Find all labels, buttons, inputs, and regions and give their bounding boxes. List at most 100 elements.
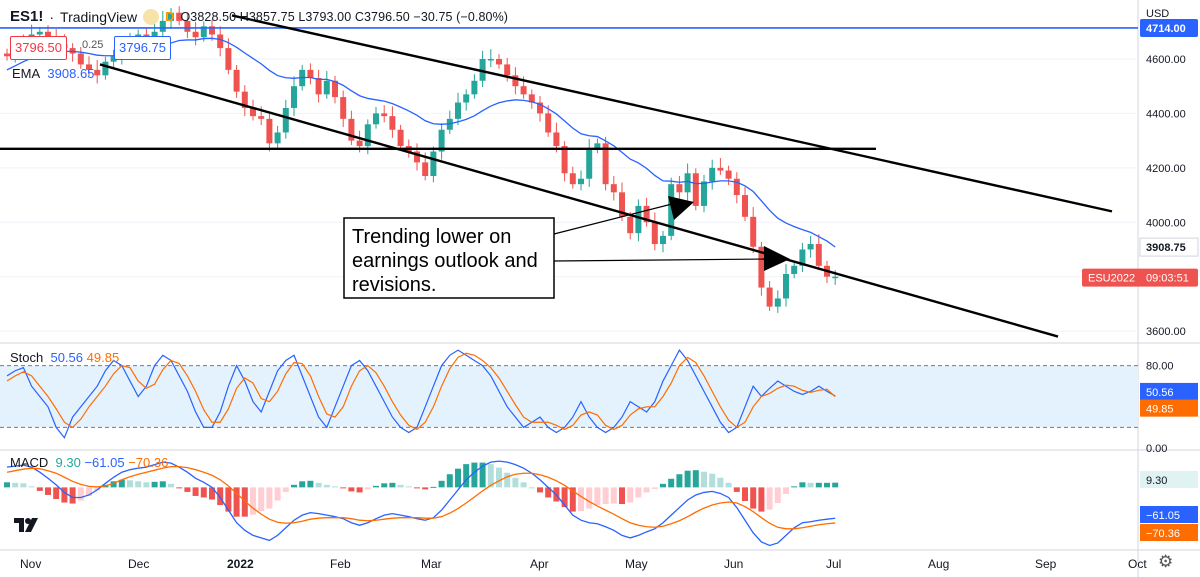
macd-histogram-bar xyxy=(742,487,748,502)
ema-legend[interactable]: EMA 3908.65 xyxy=(12,66,94,81)
macd-histogram-bar xyxy=(783,487,789,494)
candle-body xyxy=(471,80,478,95)
macd-histogram-bar xyxy=(619,487,625,505)
candle-body xyxy=(102,61,109,76)
tradingview-logo-icon[interactable] xyxy=(12,514,42,536)
macd-histogram-bar xyxy=(176,487,183,489)
candle-body xyxy=(36,31,43,35)
macd-histogram-bar xyxy=(225,487,232,512)
candle-body xyxy=(364,124,371,147)
macd-histogram-bar xyxy=(20,483,27,488)
macd-histogram-bar xyxy=(660,483,666,488)
candle-body xyxy=(496,58,502,65)
macd-hist-label: −70.36 xyxy=(1146,528,1180,540)
candle-body xyxy=(651,222,658,245)
time-axis: Nov Dec 2022 Feb Mar Apr May Jun Jul Aug Sep Oct xyxy=(20,557,1147,571)
annotation-pointer-line xyxy=(553,258,769,262)
symbol-header: ES1! · TradingView D O3828.50 H3857.75 L… xyxy=(10,8,508,25)
candle-body xyxy=(94,69,101,76)
macd-histogram-bar xyxy=(36,487,43,491)
stoch-band xyxy=(0,365,1138,428)
annotation-box xyxy=(343,217,555,299)
time-tick-label: Apr xyxy=(530,557,549,571)
ema-polyline xyxy=(6,37,836,248)
price-tick-label: 4000.00 xyxy=(1146,217,1186,229)
macd-histogram-bar xyxy=(258,487,265,512)
annotation-text-line: Trending lower on xyxy=(352,226,511,248)
level-price-tag xyxy=(1140,18,1198,37)
symbol-name[interactable]: ES1! xyxy=(10,8,44,25)
macd-histogram-bar xyxy=(455,468,461,488)
macd-histogram-bar xyxy=(168,483,174,488)
settings-gear-icon[interactable]: ⚙ xyxy=(1158,552,1174,571)
ask-price-box[interactable]: 3796.75 xyxy=(114,36,171,60)
stoch-value-label: 50.56 xyxy=(1146,387,1174,399)
macd-histogram-bar xyxy=(266,487,273,509)
macd-histogram-bar xyxy=(397,484,404,488)
candle-body xyxy=(668,184,675,236)
macd-signal-value: −61.05 xyxy=(84,455,125,470)
macd-histogram-bar xyxy=(405,486,412,488)
macd-value-tag xyxy=(1140,471,1198,488)
macd-histogram-bar xyxy=(143,482,150,488)
source-name: TradingView xyxy=(60,8,138,25)
currency-label[interactable]: USD xyxy=(1146,8,1170,20)
time-tick-label: Oct xyxy=(1128,557,1147,571)
candle-body xyxy=(389,116,396,130)
candle-body xyxy=(315,78,322,95)
bid-price-box[interactable]: 3796.50 xyxy=(10,36,67,60)
macd-histogram-bar xyxy=(323,484,330,488)
stoch-value-tag xyxy=(1140,399,1198,417)
candle-body xyxy=(282,107,289,133)
macd-histogram-bar xyxy=(274,487,281,501)
macd-histogram-bar xyxy=(487,464,494,488)
candle-body xyxy=(274,132,281,144)
candle-body xyxy=(291,86,297,108)
candle-body xyxy=(561,146,568,174)
macd-histogram-bar xyxy=(725,482,732,488)
price-axis: 3600.003800.004000.004200.004400.004600.… xyxy=(1082,18,1199,541)
macd-histogram-bar xyxy=(512,477,519,488)
candle-body xyxy=(643,205,650,223)
candle-body xyxy=(241,91,248,108)
candle-body xyxy=(602,143,609,185)
candle-body xyxy=(373,113,379,125)
macd-value-label: 9.30 xyxy=(1146,475,1167,487)
candle-body xyxy=(610,184,617,193)
macd-histogram-bar xyxy=(545,487,552,498)
candle-body xyxy=(627,216,634,234)
macd-histogram-bar xyxy=(86,487,92,496)
macd-histogram-bar xyxy=(110,481,117,488)
candle-body xyxy=(168,12,174,21)
macd-name: MACD xyxy=(10,455,49,470)
spread-label: 0.25 xyxy=(82,39,104,51)
macd-histogram-bar xyxy=(471,462,478,488)
candle-body xyxy=(200,26,207,38)
time-tick-label: Sep xyxy=(1035,557,1057,571)
macd-line xyxy=(6,460,836,547)
macd-histogram-bar xyxy=(520,482,527,488)
macd-histogram-bar xyxy=(709,473,716,488)
candle-body xyxy=(537,102,543,114)
candle-body xyxy=(479,58,486,81)
candle-body xyxy=(742,195,748,217)
macd-histogram-bar xyxy=(758,487,765,512)
macd-histogram-bar xyxy=(701,471,707,488)
candle-body xyxy=(233,69,240,92)
macd-histogram-bar xyxy=(643,487,650,493)
upper-channel-line xyxy=(231,14,1113,213)
candle-body xyxy=(594,143,601,149)
macd-pane xyxy=(4,460,839,547)
macd-legend[interactable]: MACD 9.30 −61.05 −70.36 xyxy=(10,455,168,470)
candle-body xyxy=(323,80,330,95)
header-separator: · xyxy=(49,8,55,25)
time-tick-label: Aug xyxy=(928,557,949,571)
macd-histogram-bar xyxy=(430,486,437,488)
stoch-legend[interactable]: Stoch 50.56 49.85 xyxy=(10,350,119,365)
macd-histogram-bar xyxy=(28,486,35,488)
interval-badge[interactable]: D xyxy=(165,9,175,24)
candle-body xyxy=(266,118,273,144)
macd-histogram-bar xyxy=(586,487,593,509)
